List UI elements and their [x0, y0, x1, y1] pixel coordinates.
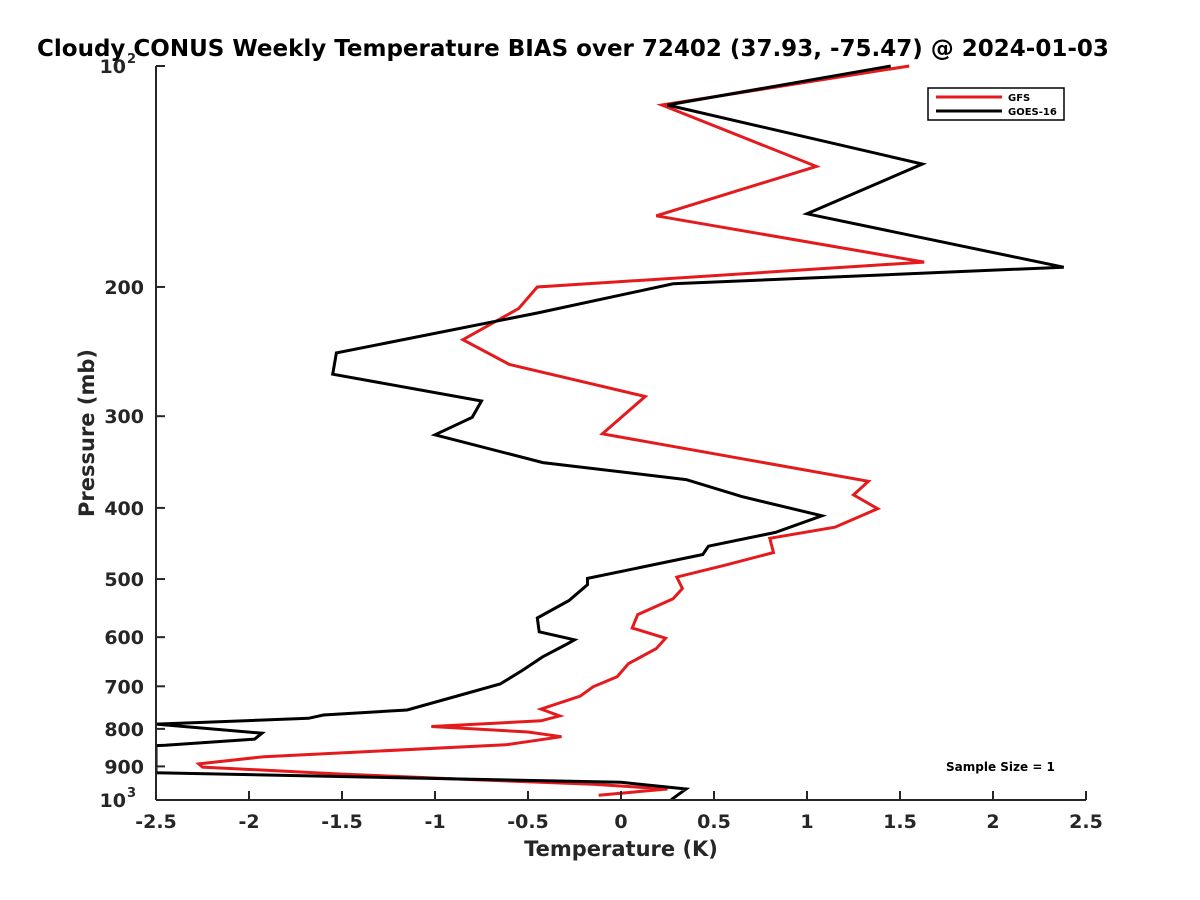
y-tick-label: 300 [104, 406, 144, 428]
y-tick-label: 200 [104, 277, 144, 299]
x-tick-label: -2.5 [135, 811, 177, 833]
x-tick-label: 1.5 [883, 811, 917, 833]
x-axis-ticks: -2.5 -2 -1.5 -1 -0.5 0 0.5 1 1.5 2 2.5 [135, 791, 1103, 833]
legend: GFS GOES-16 [927, 87, 1065, 121]
x-axis-label: Temperature (K) [524, 837, 718, 861]
series-line-gfs [195, 64, 925, 797]
series-layer [156, 64, 1065, 801]
y-tick-label: 900 [104, 756, 144, 778]
legend-box [927, 87, 1065, 121]
x-tick-label: -0.5 [507, 811, 549, 833]
y-tick-label: 10 [100, 56, 126, 78]
y-tick-label: 10 [100, 790, 126, 812]
y-tick-exponent: 3 [127, 786, 136, 801]
chart-title: Cloudy CONUS Weekly Temperature BIAS ove… [37, 36, 1109, 62]
x-tick-label: -1 [424, 811, 445, 833]
y-tick-label: 500 [104, 569, 144, 591]
y-tick-label: 700 [104, 676, 144, 698]
x-tick-label: 0.5 [697, 811, 731, 833]
x-tick-label: 2 [986, 811, 999, 833]
y-tick-exponent: 2 [127, 52, 136, 67]
y-tick-label: 600 [104, 627, 144, 649]
series-line-goes16 [156, 64, 1065, 801]
x-tick-label: 1 [800, 811, 813, 833]
y-tick-label: 400 [104, 498, 144, 520]
x-tick-label: -2 [238, 811, 259, 833]
x-tick-label: -1.5 [321, 811, 363, 833]
legend-label-goes16: GOES-16 [1008, 107, 1057, 118]
y-axis-label: Pressure (mb) [75, 349, 99, 517]
sample-size-annotation: Sample Size = 1 [946, 760, 1055, 774]
y-tick-label: 800 [104, 719, 144, 741]
legend-label-gfs: GFS [1008, 93, 1030, 104]
x-tick-label: 0 [614, 811, 627, 833]
x-tick-label: 2.5 [1069, 811, 1103, 833]
